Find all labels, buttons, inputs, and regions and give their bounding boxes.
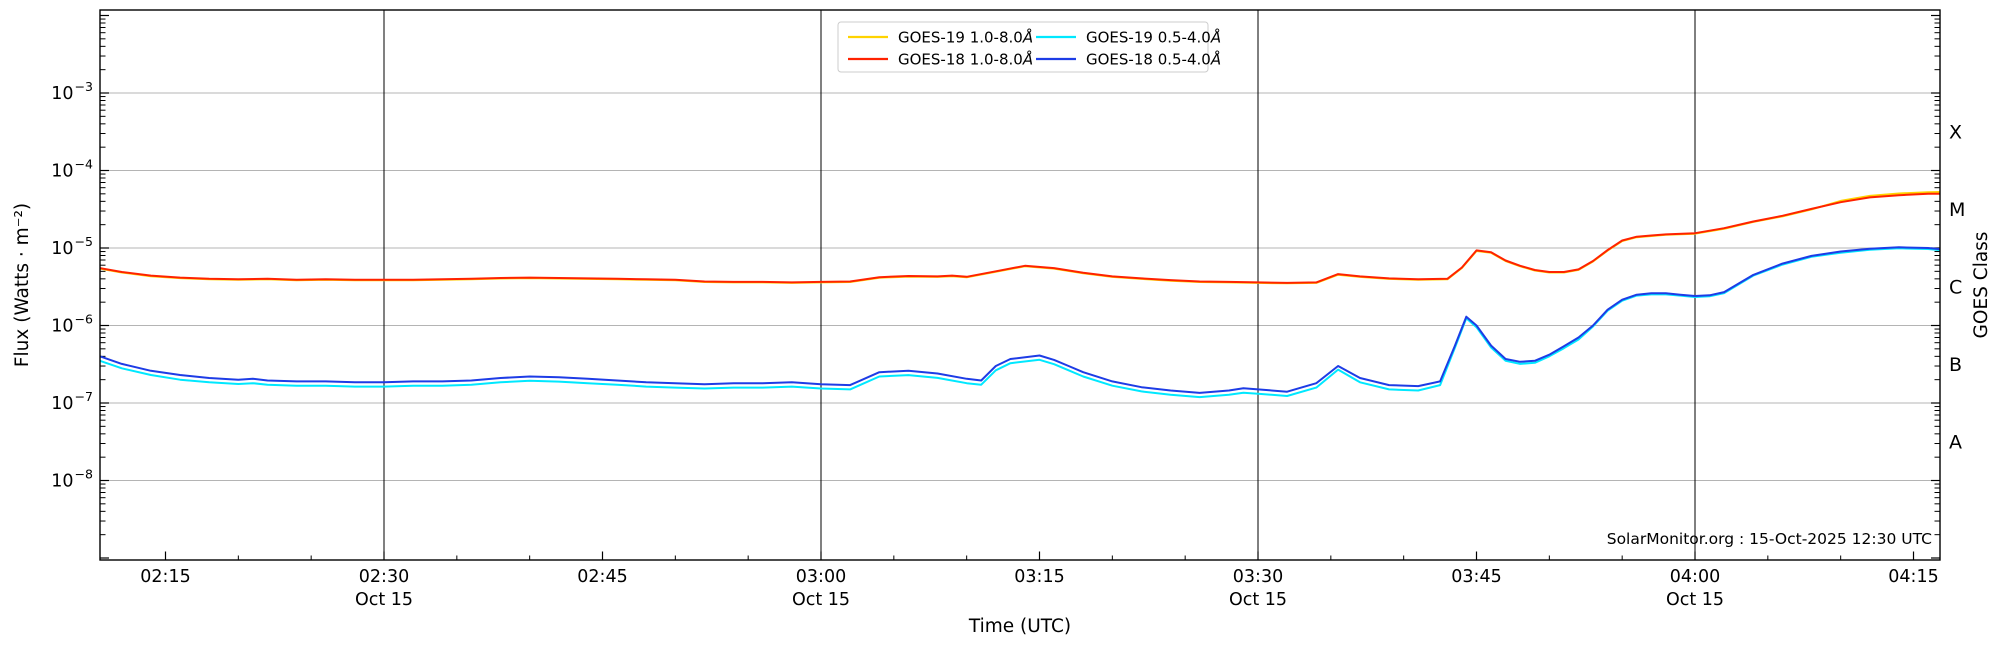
x-date-label: Oct 15 xyxy=(1666,590,1724,610)
goes-class-X: X xyxy=(1949,121,1962,143)
x-tick-label: 03:00 xyxy=(796,567,846,587)
legend-label: GOES-18 0.5-4.0Å xyxy=(1086,50,1221,69)
legend-label: GOES-18 1.0-8.0Å xyxy=(898,50,1033,69)
day-lines xyxy=(383,10,1696,560)
goes-class-M: M xyxy=(1949,199,1965,221)
goes-class-B: B xyxy=(1949,354,1962,376)
y-tick-label: 10−4 xyxy=(51,157,93,182)
x-tick-label: 03:45 xyxy=(1451,567,1501,587)
x-tick-label: 04:00 xyxy=(1670,567,1720,587)
y-tick-label: 10−6 xyxy=(51,312,93,337)
right-axis-title: GOES Class xyxy=(1971,232,1992,339)
gridlines xyxy=(100,92,1940,481)
source-annotation: SolarMonitor.org : 15-Oct-2025 12:30 UTC xyxy=(1607,530,1932,548)
goes-class-letters: X M C B A xyxy=(1949,121,1965,453)
goes-class-A: A xyxy=(1949,431,1962,453)
series-group xyxy=(100,190,1940,399)
legend-frame xyxy=(837,21,1209,73)
x-tick-label: 02:30 xyxy=(359,567,409,587)
series-goes19-short-line xyxy=(100,247,1940,399)
series-goes18-short-line xyxy=(100,246,1940,394)
x-ticks: 02:15 02:30 Oct 15 02:45 03:00 Oct 15 03:15 03:… xyxy=(140,551,1939,610)
x-axis-title: Time (UTC) xyxy=(968,616,1071,637)
goes-class-C: C xyxy=(1949,276,1962,298)
plot-frame xyxy=(99,9,1941,561)
y-axis-title: Flux (Watts · m⁻²) xyxy=(12,203,33,367)
legend-label: GOES-19 1.0-8.0Å xyxy=(898,28,1033,47)
x-tick-label: 04:15 xyxy=(1888,567,1938,587)
y-tick-label: 10−3 xyxy=(51,79,93,104)
x-date-label: Oct 15 xyxy=(1229,590,1287,610)
y-tick-label: 10−8 xyxy=(51,467,93,492)
legend: GOES-19 1.0-8.0Å GOES-18 1.0-8.0Å GOES-19 … xyxy=(837,21,1221,73)
y-tick-labels: 10−3 10−4 10−5 10−6 10−7 10−8 xyxy=(51,79,93,492)
x-tick-label: 02:45 xyxy=(577,567,627,587)
y-tick-label: 10−5 xyxy=(51,234,93,259)
x-tick-label: 02:15 xyxy=(140,567,190,587)
x-date-label: Oct 15 xyxy=(355,590,413,610)
x-tick-label: 03:30 xyxy=(1233,567,1283,587)
y-tick-label: 10−7 xyxy=(51,389,93,414)
series-goes18-long-line xyxy=(100,192,1940,284)
y-ticks xyxy=(100,14,1940,559)
x-tick-label: 03:15 xyxy=(1014,567,1064,587)
legend-label: GOES-19 0.5-4.0Å xyxy=(1086,28,1221,47)
x-date-label: Oct 15 xyxy=(792,590,850,610)
